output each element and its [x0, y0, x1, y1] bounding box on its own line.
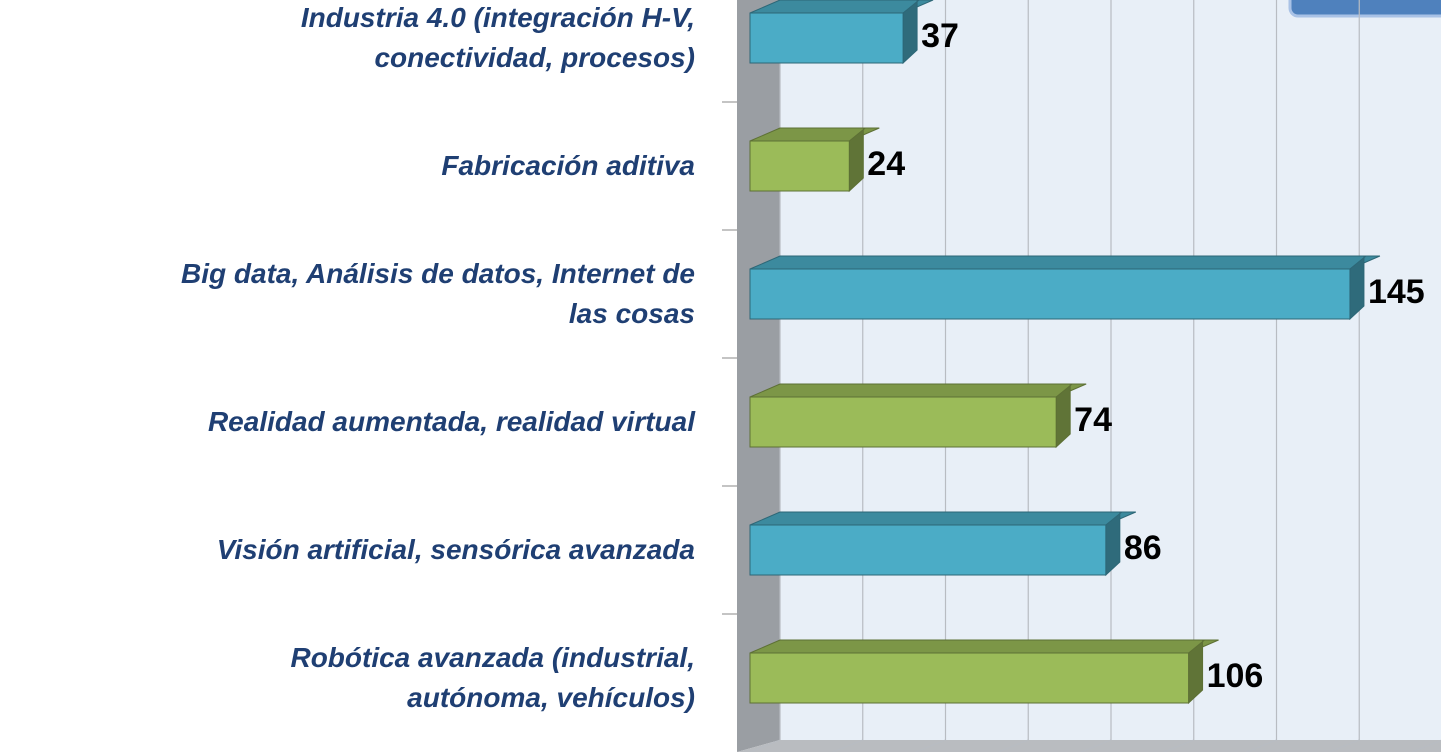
grid-line — [1329, 0, 1360, 752]
value-label: 106 — [1207, 657, 1264, 695]
value-label: 74 — [1074, 401, 1112, 439]
bar — [749, 255, 1381, 321]
bar — [749, 0, 934, 65]
grid-line — [832, 0, 864, 752]
value-label: 145 — [1368, 273, 1425, 311]
bar — [749, 127, 880, 193]
bar-front — [749, 12, 904, 64]
grid-line — [998, 0, 1029, 752]
bar — [749, 639, 1219, 705]
category-label: Robótica avanzada (industrial, autónoma,… — [290, 642, 695, 713]
category-label: Realidad aumentada, realidad virtual — [207, 406, 695, 437]
category-label: Industria 4.0 (integración H-V, conectiv… — [300, 2, 695, 73]
category-label: Big data, Análisis de datos, Internet de… — [181, 258, 695, 329]
grid-line — [1080, 0, 1112, 752]
value-label: 37 — [921, 17, 959, 55]
bar-front — [749, 524, 1107, 576]
bar-top — [749, 511, 1137, 526]
bar — [749, 511, 1137, 577]
bar-top — [749, 639, 1219, 654]
value-label: 24 — [867, 145, 905, 183]
side-wall — [737, 0, 780, 752]
bar-front — [749, 652, 1190, 704]
grid-line — [1411, 739, 1441, 752]
bar-front — [749, 140, 850, 192]
bar-top — [749, 255, 1381, 270]
category-label: Visión artificial, sensórica avanzada — [216, 534, 695, 565]
grid-line — [1246, 0, 1278, 752]
bar-top — [749, 383, 1087, 398]
bar-front — [749, 268, 1351, 320]
floor — [737, 740, 1441, 752]
grid-line — [749, 0, 781, 752]
grid-line — [915, 0, 947, 752]
grid-line — [1163, 0, 1195, 752]
value-label: 86 — [1124, 529, 1162, 567]
bar-front — [749, 396, 1057, 448]
category-label: Fabricación aditiva — [441, 150, 695, 181]
legend-box — [1288, 0, 1441, 18]
bar — [749, 383, 1087, 449]
